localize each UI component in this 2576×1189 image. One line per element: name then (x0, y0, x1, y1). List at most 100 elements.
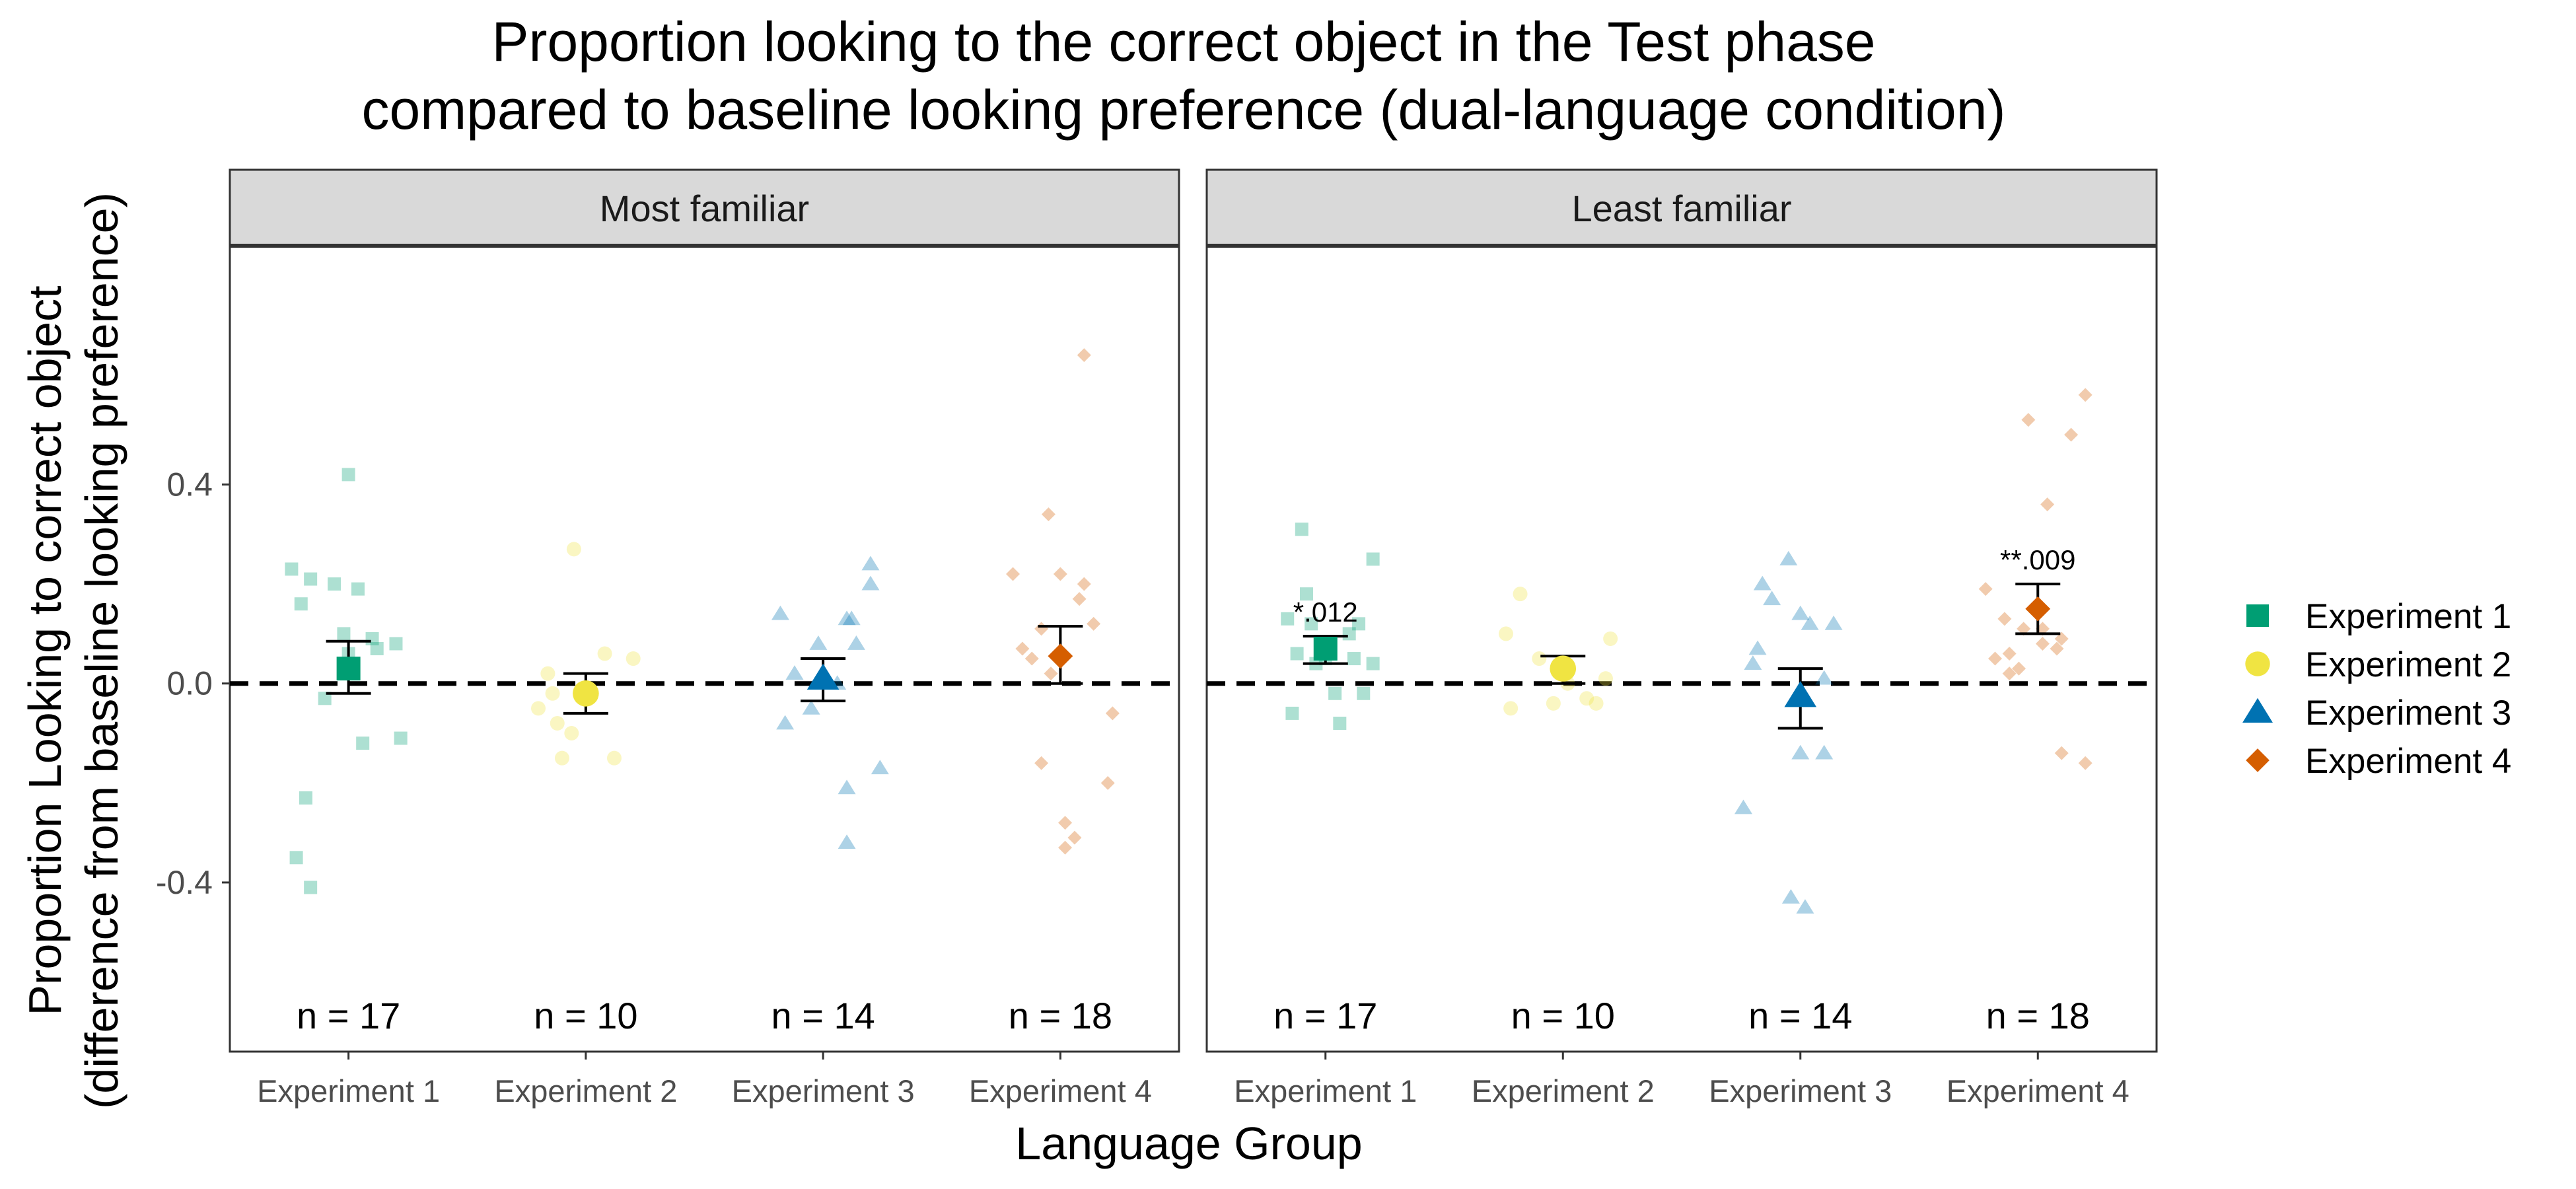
data-point (2002, 667, 2017, 681)
data-point (1824, 615, 1843, 630)
data-point (1077, 577, 1091, 591)
data-point (394, 731, 408, 745)
data-point (1796, 899, 1814, 914)
data-point (842, 610, 861, 626)
data-point (1328, 686, 1342, 700)
facet-panel: Most familiar n = 17 Experiment 1 n = 10 Exp… (229, 168, 1180, 1108)
legend-label: Experiment 1 (2305, 597, 2511, 636)
mean-point (1048, 643, 1073, 669)
data-point (838, 610, 856, 626)
x-tick-label: Experiment 3 (732, 1073, 915, 1108)
x-tick-label: Experiment 1 (1234, 1073, 1417, 1108)
data-point (1366, 552, 1380, 566)
chart-title-line2: compared to baseline looking preference … (362, 79, 2006, 141)
data-point (285, 562, 299, 576)
data-point (1513, 587, 1528, 602)
data-point (1997, 612, 2012, 626)
data-point (809, 635, 828, 650)
legend: Experiment 1 Experiment 2 Experiment 3 Expe… (2242, 597, 2511, 781)
data-point (389, 637, 403, 651)
data-point (1763, 591, 1781, 606)
facet-panels: Most familiar n = 17 Experiment 1 n = 10 Exp… (229, 168, 2158, 1108)
data-point (289, 851, 303, 865)
data-point (1366, 657, 1380, 670)
y-axis-title-line1: Proportion Looking to correct object (19, 285, 71, 1015)
panel-border (229, 244, 1180, 1053)
group: **.009 n = 18 Experiment 4 (1947, 388, 2129, 1108)
data-point (626, 651, 641, 667)
data-point (2040, 497, 2055, 512)
data-point (531, 701, 546, 716)
x-tick-label: Experiment 1 (257, 1073, 440, 1108)
group: *.012 n = 17 Experiment 1 (1234, 522, 1417, 1108)
data-point (2035, 636, 2050, 651)
mean-point (806, 663, 840, 690)
legend-label: Experiment 4 (2305, 742, 2511, 781)
data-point (861, 575, 880, 591)
data-point (1333, 716, 1347, 730)
y-axis: -0.4 0.0 0.4 (156, 466, 230, 901)
data-point (2078, 388, 2093, 402)
data-point (1603, 631, 1618, 646)
data-point (861, 556, 880, 571)
data-point (606, 750, 622, 766)
facet-strip (1205, 168, 2158, 247)
data-point (1299, 587, 1313, 601)
data-point (341, 468, 355, 482)
data-point (1734, 799, 1752, 814)
data-point (1779, 550, 1798, 565)
data-point (1579, 691, 1594, 706)
data-point (2017, 622, 2031, 636)
mean-point (1550, 655, 1577, 682)
data-point (1034, 756, 1049, 770)
data-point (771, 605, 789, 620)
facet-strip (229, 168, 1180, 247)
data-point (1753, 575, 1771, 591)
data-point (1058, 816, 1073, 830)
legend-key (2246, 604, 2269, 627)
data-point (776, 715, 795, 730)
data-point (1295, 522, 1308, 536)
data-point (337, 627, 351, 641)
data-point (304, 881, 318, 894)
data-point (2054, 746, 2069, 760)
x-axis-title: Language Group (1015, 1118, 1362, 1169)
data-point (294, 597, 308, 611)
x-tick-label: Experiment 2 (494, 1073, 677, 1108)
data-point (1290, 647, 1304, 661)
data-point (318, 692, 332, 705)
data-point (566, 542, 581, 557)
group: n = 18 Experiment 4 (969, 348, 1152, 1108)
data-point (1598, 671, 1613, 686)
y-tick-label: 0.0 (166, 665, 213, 702)
data-point (1053, 567, 1067, 581)
chart-title-line1: Proportion looking to the correct object… (491, 11, 1875, 73)
data-point (304, 572, 318, 586)
data-point (1978, 582, 1993, 596)
data-point (838, 779, 856, 795)
data-point (1748, 640, 1767, 655)
n-label: n = 18 (1986, 995, 2090, 1036)
data-point (1352, 617, 1366, 631)
x-tick-label: Experiment 2 (1472, 1073, 1655, 1108)
n-label: n = 14 (1748, 995, 1852, 1036)
data-point (1503, 701, 1519, 716)
data-point (356, 737, 370, 750)
legend-key (2242, 698, 2273, 723)
group: n = 10 Experiment 2 (1472, 587, 1655, 1108)
mean-point (2025, 596, 2051, 622)
legend-key (2245, 651, 2270, 676)
data-point (1815, 670, 1834, 685)
data-point (1498, 626, 1513, 641)
x-tick-label: Experiment 4 (969, 1073, 1152, 1108)
data-point (1285, 706, 1299, 720)
n-label: n = 10 (1511, 995, 1615, 1036)
y-tick-label: -0.4 (156, 864, 213, 901)
data-point (1058, 840, 1073, 855)
mean-point (1313, 637, 1338, 661)
data-point (1357, 686, 1371, 700)
data-point (2021, 413, 2036, 427)
n-label: n = 10 (534, 995, 637, 1036)
data-point (1034, 622, 1049, 636)
